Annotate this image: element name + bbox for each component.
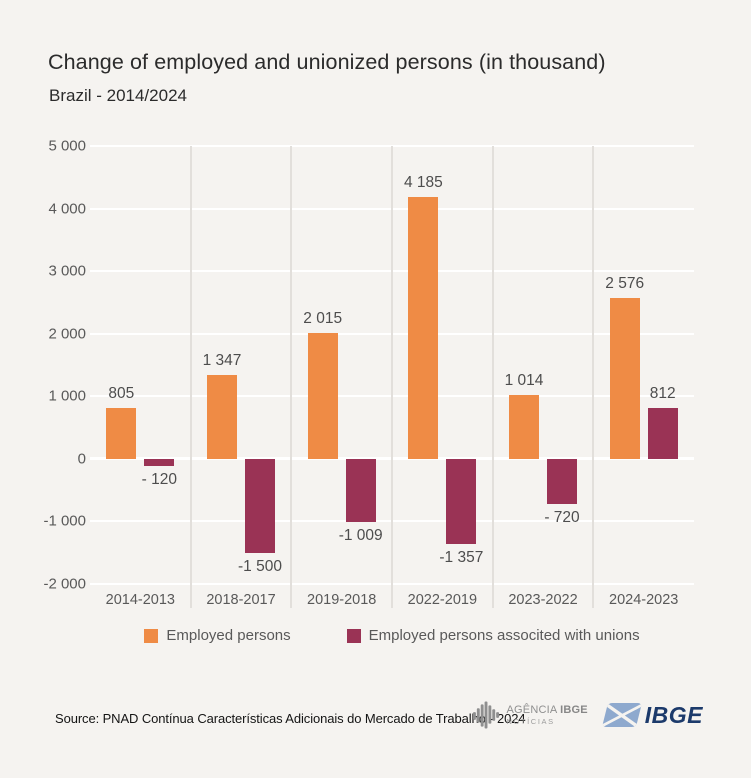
- chart-title: Change of employed and unionized persons…: [48, 50, 606, 74]
- unionized-bar-2023-2022: [547, 458, 578, 504]
- unionized-bar-2022-2019: [446, 458, 477, 544]
- employed-bar-2022-2019: [408, 196, 439, 459]
- x-axis-category-label: 2024-2023: [609, 592, 679, 608]
- unionized-bar-2024-2023: [647, 408, 678, 459]
- y-axis-tick-label: 5 000: [48, 137, 86, 155]
- value-label: -1 500: [238, 557, 282, 575]
- footer-logos: AGÊNCIA IBGE NOTÍCIAS IBGE: [473, 699, 703, 731]
- legend-swatch-icon: [144, 628, 159, 643]
- unionized-bar-2019-2018: [345, 458, 376, 522]
- bar-group-2022-2019: 4 185 -1 357: [392, 146, 493, 584]
- agencia-ibge-noticias-logo: AGÊNCIA IBGE NOTÍCIAS: [473, 699, 588, 731]
- x-axis: 2014-2013 2018-2017 2019-2018 2022-2019 2023…: [90, 592, 694, 608]
- employed-bar-2024-2023: [609, 297, 640, 459]
- bar-group-2014-2013: 805 - 120: [90, 146, 191, 584]
- chart-subtitle: Brazil - 2014/2024: [49, 86, 187, 105]
- x-axis-category-label: 2022-2019: [407, 592, 478, 608]
- unionized-bar-2018-2017: [245, 458, 275, 553]
- employed-bar-2019-2018: [307, 332, 338, 459]
- value-label: 812: [649, 385, 676, 403]
- bar-group-2019-2018: 2 015 -1 009: [291, 146, 392, 584]
- bar-group-2023-2022: 1 014 - 720: [493, 146, 594, 584]
- value-label: -1 357: [439, 548, 484, 566]
- category-divider: [391, 146, 393, 608]
- x-axis-category-label: 2014-2013: [105, 592, 175, 608]
- value-label: 2 015: [303, 309, 343, 327]
- y-axis-tick-label: 2 000: [48, 325, 86, 343]
- agencia-ibge-icon: [473, 701, 500, 729]
- ibge-emblem-icon: [601, 703, 642, 727]
- y-axis-tick-label: 0: [77, 450, 86, 468]
- employed-bar-2023-2022: [509, 395, 540, 459]
- bar-group-2024-2023: 2 576 812: [593, 146, 694, 584]
- y-axis: 5 000 4 000 3 000 2 000 1 000 0 -1 000 -2 000: [0, 138, 86, 593]
- employed-bar-2014-2013: [106, 408, 137, 459]
- y-axis-tick-label: 1 000: [48, 387, 86, 405]
- bar-groups: 805 - 120 1 347 -1 500 2 015 -1 009 4 185 -1 35…: [90, 146, 694, 584]
- category-divider: [290, 146, 293, 608]
- value-label: - 720: [544, 508, 580, 526]
- agencia-ibge-wordmark: AGÊNCIA IBGE NOTÍCIAS: [506, 703, 588, 726]
- agencia-word: AGÊNCIA: [506, 703, 557, 716]
- legend-swatch-icon: [346, 628, 361, 643]
- agencia-ibge-word: IBGE: [560, 703, 588, 716]
- legend-item-unionized: Employed persons associted with unions: [346, 627, 640, 644]
- value-label: 805: [108, 385, 135, 403]
- value-label: 1 347: [202, 351, 242, 369]
- y-axis-tick-label: 3 000: [48, 262, 86, 280]
- value-label: -1 009: [338, 526, 383, 544]
- y-axis-tick-label: -2 000: [43, 575, 86, 593]
- legend-label: Employed persons: [166, 627, 291, 644]
- category-divider: [491, 146, 494, 608]
- legend-item-employed: Employed persons: [144, 627, 291, 644]
- value-label: 1 014: [504, 372, 544, 390]
- x-axis-category-label: 2019-2018: [307, 592, 377, 608]
- value-label: 2 576: [605, 274, 645, 292]
- category-divider: [189, 146, 192, 608]
- bar-group-2018-2017: 1 347 -1 500: [191, 146, 292, 584]
- value-label: - 120: [141, 471, 177, 489]
- source-text: Source: PNAD Contínua Características Ad…: [55, 711, 526, 726]
- agencia-ibge-line1: AGÊNCIA IBGE: [506, 703, 588, 716]
- x-axis-category-label: 2018-2017: [206, 592, 276, 608]
- agencia-noticias-word: NOTÍCIAS: [506, 716, 555, 726]
- ibge-wordmark: IBGE: [644, 701, 703, 728]
- x-axis-category-label: 2023-2022: [508, 592, 578, 608]
- ibge-logo: IBGE: [601, 701, 703, 729]
- y-axis-tick-label: 4 000: [48, 200, 86, 218]
- legend: Employed persons Employed persons associt…: [90, 627, 694, 644]
- unionized-bar-2014-2013: [144, 458, 175, 467]
- legend-label: Employed persons associted with unions: [368, 627, 640, 644]
- plot-area: 805 - 120 1 347 -1 500 2 015 -1 009 4 185 -1 35…: [90, 145, 694, 608]
- value-label: 4 185: [403, 173, 443, 191]
- y-axis-tick-label: -1 000: [43, 512, 86, 530]
- category-divider: [592, 146, 595, 608]
- employed-bar-2018-2017: [207, 374, 237, 459]
